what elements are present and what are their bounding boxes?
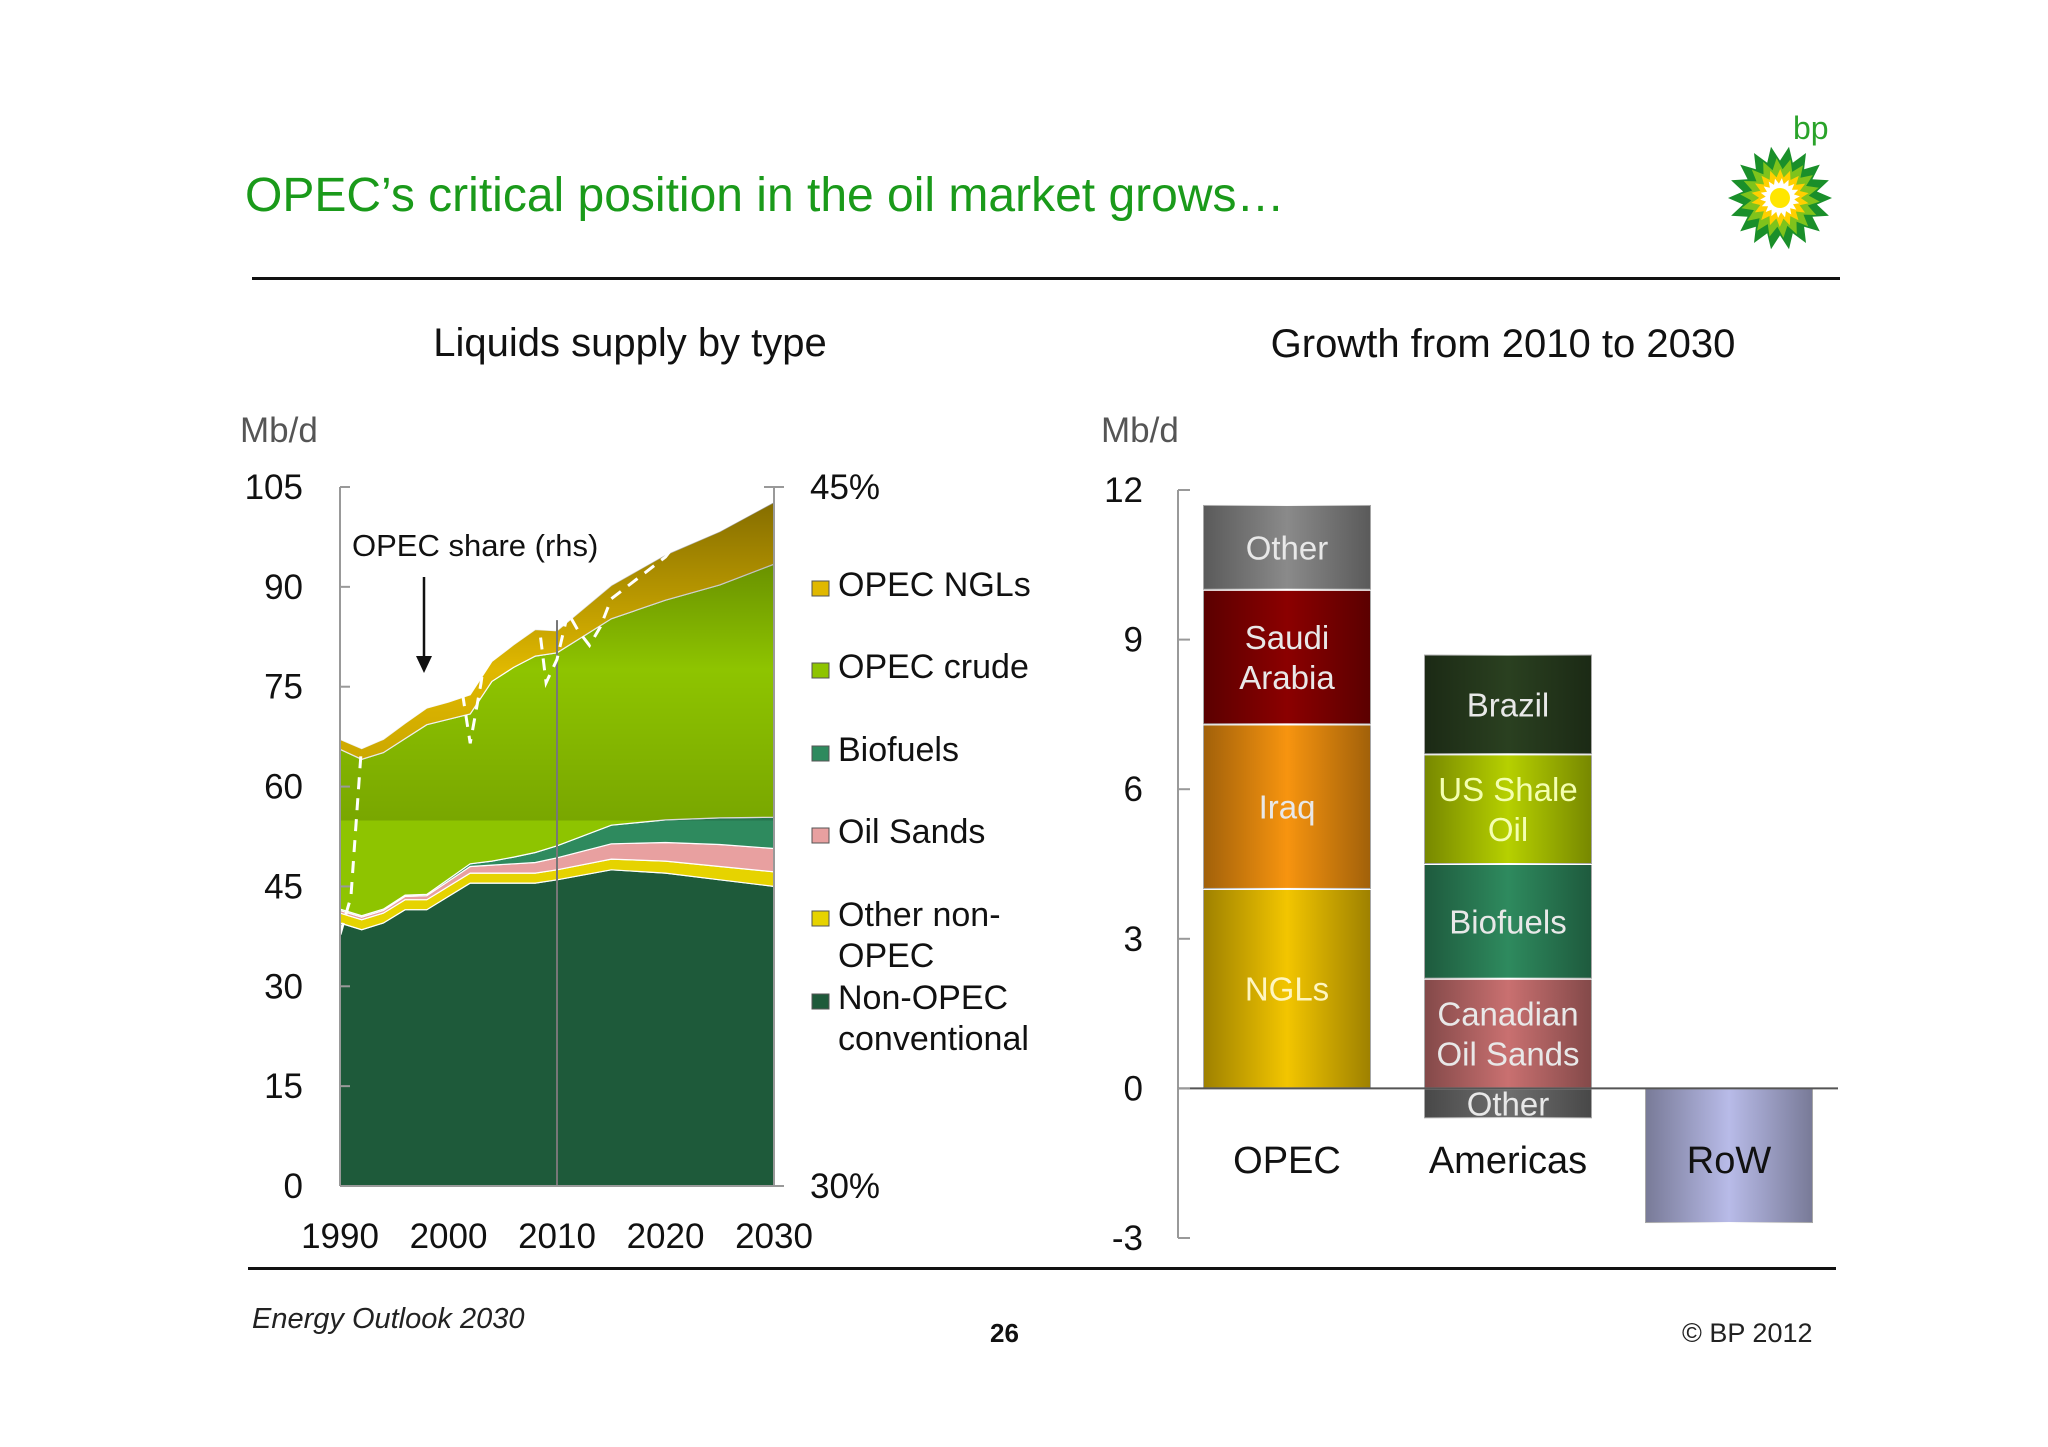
right-y-tick-label: 3 xyxy=(1124,920,1143,959)
bp-logo-text: bp xyxy=(1793,110,1829,146)
bar-stack-opec: NGLs Iraq Saudi Arabia Other xyxy=(1202,503,1372,1090)
legend-label: Non-OPEC conventional xyxy=(838,979,1029,1058)
category-label-americas: Americas xyxy=(1429,1140,1587,1182)
bar-segment-label: US Shale Oil xyxy=(1438,771,1577,848)
page-number: 26 xyxy=(990,1318,1019,1348)
legend-item-opec-crude: OPEC crude xyxy=(811,648,1029,686)
bar-segment-label: Other xyxy=(1246,529,1329,566)
bar-segment-shading xyxy=(1203,589,1371,725)
left-y-axis-label: Mb/d xyxy=(240,411,318,450)
opec-share-line xyxy=(338,448,775,935)
legend-swatch xyxy=(811,993,830,1010)
category-label-row: RoW xyxy=(1687,1140,1772,1182)
left-y-tick-label: 45 xyxy=(264,867,303,906)
legend-item-opec-ngls: OPEC NGLs xyxy=(811,566,1031,604)
legend-item-biofuels: Biofuels xyxy=(811,731,959,769)
legend-swatch xyxy=(811,662,830,679)
right-y-tick-label: 0 xyxy=(1124,1069,1143,1108)
bar-segment-label: Canadian Oil Sands xyxy=(1436,996,1579,1073)
bar-segment-shading xyxy=(1424,754,1592,864)
bar-segment-shading xyxy=(1203,504,1371,590)
left-x-tick-label: 2030 xyxy=(735,1217,813,1256)
bar-segment-shading xyxy=(1645,1088,1813,1224)
legend-label: OPEC NGLs xyxy=(838,566,1031,604)
bar-stack-row xyxy=(1644,1087,1814,1225)
left-y2-tick-label: 30% xyxy=(810,1167,880,1206)
top-divider xyxy=(252,277,1840,280)
opec-share-annotation: OPEC share (rhs) xyxy=(352,528,598,563)
legend-item-other-non-opec: Other non-OPEC xyxy=(811,896,1001,975)
left-x-tick-label: 1990 xyxy=(301,1217,379,1256)
right-y-axis-label: Mb/d xyxy=(1101,411,1179,450)
bar-segment-shading xyxy=(1203,888,1371,1089)
left-y-tick-label: 30 xyxy=(264,967,303,1006)
annotation-arrow-head xyxy=(416,656,432,673)
left-chart-title: Liquids supply by type xyxy=(433,321,827,365)
page-title: OPEC’s critical position in the oil mark… xyxy=(245,169,1285,222)
right-chart-title: Growth from 2010 to 2030 xyxy=(1271,322,1736,366)
bar-segment-shading xyxy=(1203,724,1371,889)
legend-label: Oil Sands xyxy=(838,813,985,851)
legend-swatch xyxy=(811,580,830,597)
left-y2-tick-label: 45% xyxy=(810,468,880,507)
left-x-tick-label: 2010 xyxy=(518,1217,596,1256)
bar-stack-americas: Other Canadian Oil Sands Biofuels US Shale Oi… xyxy=(1423,653,1593,1122)
bar-segment-shading xyxy=(1424,654,1592,755)
copyright: © BP 2012 xyxy=(1682,1318,1813,1348)
bar-segment-label: NGLs xyxy=(1245,971,1329,1008)
bar-segment-label: Saudi Arabia xyxy=(1239,619,1335,696)
legend-swatch xyxy=(811,910,830,927)
left-x-tick-label: 2000 xyxy=(410,1217,488,1256)
left-y-tick-label: 0 xyxy=(284,1167,303,1206)
bar-segment-label: Iraq xyxy=(1259,789,1316,826)
bar-segment-label: Brazil xyxy=(1467,686,1550,723)
left-y-tick-label: 15 xyxy=(264,1067,303,1106)
right-y-tick-label: 9 xyxy=(1124,621,1143,660)
legend-item-oil-sands: Oil Sands xyxy=(811,813,985,851)
bar-segment-label: Biofuels xyxy=(1449,903,1566,940)
legend-swatch xyxy=(811,827,830,844)
left-y-tick-label: 105 xyxy=(245,468,303,507)
legend-label: Biofuels xyxy=(838,731,959,769)
legend-swatch xyxy=(811,745,830,762)
left-y-tick-label: 60 xyxy=(264,768,303,807)
left-x-tick-label: 2020 xyxy=(627,1217,705,1256)
footer-publication: Energy Outlook 2030 xyxy=(252,1303,525,1335)
right-y-tick-label: -3 xyxy=(1112,1219,1143,1258)
bottom-divider xyxy=(248,1267,1836,1270)
category-label-opec: OPEC xyxy=(1233,1140,1341,1182)
bar-segment-shading xyxy=(1424,1088,1592,1119)
right-y-tick-label: 12 xyxy=(1104,471,1143,510)
legend-label: OPEC crude xyxy=(838,648,1029,686)
bar-segment-label: Other xyxy=(1467,1085,1550,1122)
legend-item-non-opec-conventional: Non-OPEC conventional xyxy=(811,979,1029,1058)
left-y-tick-label: 75 xyxy=(264,668,303,707)
left-y-tick-label: 90 xyxy=(264,568,303,607)
bar-segment-shading xyxy=(1424,864,1592,979)
bar-segment-shading xyxy=(1424,978,1592,1089)
right-y-tick-label: 6 xyxy=(1124,770,1143,809)
legend-label: Other non-OPEC xyxy=(838,896,1001,975)
bp-helios-icon xyxy=(1728,146,1832,250)
